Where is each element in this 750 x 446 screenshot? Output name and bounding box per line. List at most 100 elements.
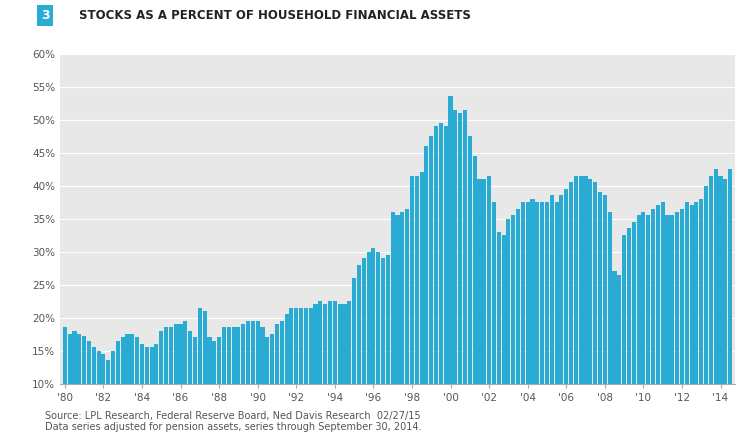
Bar — [208, 337, 212, 446]
Bar — [463, 110, 467, 446]
Bar — [347, 301, 351, 446]
Bar — [73, 331, 76, 446]
Bar — [487, 176, 491, 446]
Bar — [130, 334, 134, 446]
Bar — [574, 176, 578, 446]
Bar — [603, 195, 607, 446]
Bar — [63, 327, 67, 446]
Bar — [670, 215, 674, 446]
Bar — [622, 235, 626, 446]
Bar — [458, 113, 462, 446]
Bar — [554, 202, 559, 446]
Bar — [579, 176, 583, 446]
Bar — [125, 334, 130, 446]
Bar — [121, 337, 124, 446]
Bar — [472, 156, 477, 446]
Bar — [564, 189, 568, 446]
Bar — [232, 327, 236, 446]
Bar — [641, 212, 646, 446]
Bar — [362, 258, 366, 446]
Bar — [646, 215, 650, 446]
Bar — [371, 248, 376, 446]
Bar — [284, 314, 289, 446]
Bar — [140, 344, 144, 446]
Bar — [632, 222, 636, 446]
Bar — [260, 327, 265, 446]
Bar — [395, 215, 400, 446]
Bar — [116, 341, 120, 446]
Bar — [198, 308, 202, 446]
Bar — [704, 186, 708, 446]
Bar — [478, 179, 482, 446]
Bar — [613, 271, 616, 446]
Bar — [352, 278, 356, 446]
Bar — [275, 324, 279, 446]
Bar — [588, 179, 592, 446]
Bar — [496, 232, 501, 446]
Bar — [290, 308, 293, 446]
Bar — [439, 123, 443, 446]
Bar — [661, 202, 664, 446]
Bar — [526, 202, 530, 446]
Bar — [453, 110, 458, 446]
Bar — [689, 205, 694, 446]
Bar — [183, 321, 188, 446]
Bar — [154, 344, 158, 446]
Bar — [376, 252, 380, 446]
Bar — [217, 337, 221, 446]
Text: STOCKS AS A PERCENT OF HOUSEHOLD FINANCIAL ASSETS: STOCKS AS A PERCENT OF HOUSEHOLD FINANCI… — [79, 9, 471, 22]
Bar — [400, 212, 404, 446]
Bar — [97, 351, 100, 446]
Bar — [598, 192, 602, 446]
Bar — [410, 176, 414, 446]
Bar — [512, 215, 515, 446]
Bar — [608, 212, 612, 446]
Bar — [434, 126, 438, 446]
Bar — [280, 321, 284, 446]
Bar — [68, 334, 72, 446]
Bar — [448, 96, 452, 446]
Bar — [419, 172, 424, 446]
Bar — [444, 126, 448, 446]
Bar — [651, 209, 655, 446]
Bar — [627, 228, 631, 446]
Bar — [251, 321, 255, 446]
Bar — [584, 176, 587, 446]
Bar — [145, 347, 148, 446]
Bar — [728, 169, 732, 446]
Bar — [429, 136, 433, 446]
Bar — [106, 360, 110, 446]
Bar — [492, 202, 496, 446]
Bar — [178, 324, 182, 446]
Bar — [530, 199, 535, 446]
Bar — [256, 321, 260, 446]
Text: Data series adjusted for pension assets, series through September 30, 2014.: Data series adjusted for pension assets,… — [45, 422, 422, 432]
Bar — [637, 215, 640, 446]
Bar — [391, 212, 394, 446]
Bar — [714, 169, 718, 446]
Bar — [506, 219, 511, 446]
Bar — [304, 308, 308, 446]
Bar — [314, 304, 317, 446]
Bar — [236, 327, 241, 446]
Bar — [468, 136, 472, 446]
Bar — [149, 347, 154, 446]
Bar — [723, 179, 728, 446]
Bar — [386, 255, 390, 446]
Bar — [270, 334, 274, 446]
Bar — [328, 301, 332, 446]
Bar — [699, 199, 703, 446]
Bar — [357, 265, 361, 446]
Bar — [323, 304, 327, 446]
Bar — [87, 341, 91, 446]
Bar — [202, 311, 207, 446]
Bar — [299, 308, 303, 446]
Bar — [675, 212, 680, 446]
Bar — [516, 209, 520, 446]
Bar — [101, 354, 106, 446]
Bar — [333, 301, 337, 446]
Bar — [309, 308, 313, 446]
Bar — [617, 275, 621, 446]
Bar — [680, 209, 684, 446]
Bar — [226, 327, 231, 446]
